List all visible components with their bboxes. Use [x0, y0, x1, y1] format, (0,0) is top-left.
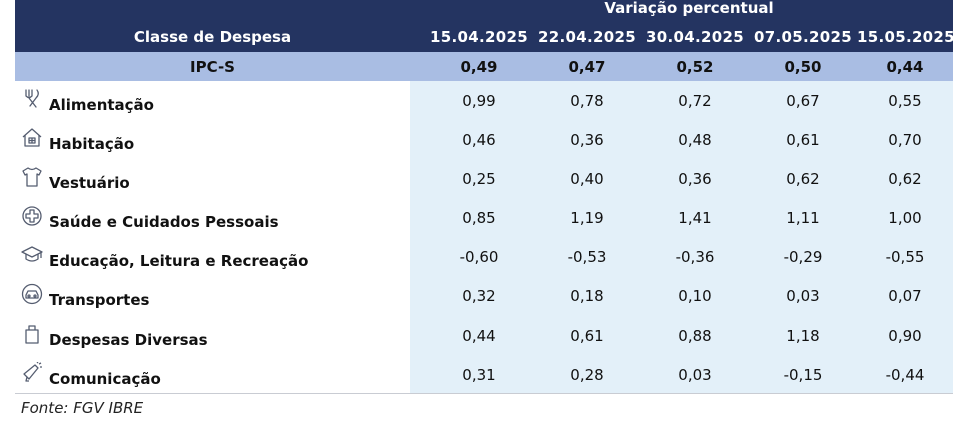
cell-value: 0,72 [678, 92, 712, 110]
table-row: Saúde e Cuidados Pessoais 0,85 1,19 1,41… [15, 198, 953, 237]
cell-value: 0,78 [570, 92, 604, 110]
table-header: Variação percentual Classe de Despesa 15… [15, 0, 955, 52]
cell-value: 0,10 [678, 287, 712, 306]
values-background [410, 81, 953, 394]
cell-value: 0,67 [786, 92, 820, 110]
cell-value: -0,15 [783, 365, 823, 384]
category-label: Alimentação [49, 96, 154, 114]
cell-value: 1,41 [678, 209, 712, 228]
date-header: 22.04.2025 [538, 28, 636, 46]
table-row: Educação, Leitura e Recreação -0,60 -0,5… [15, 237, 953, 276]
cell-value: 1,00 [888, 209, 922, 228]
category-label: Despesas Diversas [49, 330, 208, 349]
cell-value: 0,88 [678, 326, 712, 345]
summary-value: 0,52 [676, 57, 714, 76]
date-header: 07.05.2025 [754, 28, 852, 46]
tshirt-icon [21, 166, 43, 188]
house-icon [21, 127, 43, 149]
cell-value: 0,90 [888, 326, 922, 345]
summary-value: 0,44 [886, 57, 924, 76]
cell-value: 0,61 [570, 326, 604, 345]
category-label: Educação, Leitura e Recreação [49, 252, 309, 271]
cell-value: 0,99 [462, 92, 496, 110]
group-title: Variação percentual [604, 0, 774, 17]
category-label: Comunicação [49, 369, 161, 388]
cell-value: 0,46 [462, 131, 496, 150]
summary-value: 0,49 [460, 57, 498, 76]
cell-value: 0,36 [570, 131, 604, 150]
cell-value: 0,70 [888, 131, 922, 150]
summary-label: IPC-S [190, 57, 235, 76]
car-icon [21, 283, 43, 305]
table-row: Despesas Diversas 0,44 0,61 0,88 1,18 0,… [15, 316, 953, 355]
source-note: Fonte: FGV IBRE [21, 399, 144, 417]
cell-value: 0,36 [678, 170, 712, 189]
cell-value: 0,03 [678, 365, 712, 384]
cell-value: 1,19 [570, 209, 604, 228]
table-row: Vestuário 0,25 0,40 0,36 0,62 0,62 [15, 159, 953, 198]
cell-value: 0,03 [786, 287, 820, 306]
utensils-icon [21, 88, 43, 110]
health-cross-icon [21, 205, 43, 227]
summary-row: IPC-S 0,49 0,47 0,52 0,50 0,44 [15, 52, 953, 81]
cell-value: -0,29 [783, 248, 823, 267]
megaphone-icon [21, 361, 43, 384]
cell-value: 0,48 [678, 131, 712, 150]
cell-value: 1,18 [786, 326, 820, 345]
cell-value: -0,44 [885, 365, 925, 384]
shopping-bag-icon [21, 323, 43, 345]
ipc-s-table: Variação percentual Classe de Despesa 15… [15, 0, 955, 394]
cell-value: 0,85 [462, 209, 496, 228]
table-body: Alimentação 0,99 0,78 0,72 0,67 0,55 [15, 81, 953, 394]
cell-value: -0,60 [459, 248, 499, 267]
summary-value: 0,47 [568, 57, 606, 76]
cell-value: 0,44 [462, 326, 496, 345]
cell-value: -0,36 [675, 248, 715, 267]
cell-value: -0,53 [567, 248, 607, 267]
table-row: Comunicação 0,31 0,28 0,03 -0,15 -0,44 [15, 355, 953, 394]
table-row: Alimentação 0,99 0,78 0,72 0,67 0,55 [15, 81, 953, 120]
category-label: Vestuário [49, 174, 130, 193]
cell-value: 0,31 [462, 365, 496, 384]
table-row: Transportes 0,32 0,18 0,10 0,03 0,07 [15, 276, 953, 315]
date-header: 15.04.2025 [430, 28, 528, 46]
cell-value: 0,25 [462, 170, 496, 189]
class-column-title: Classe de Despesa [133, 28, 292, 46]
category-label: Habitação [49, 135, 135, 154]
date-header: 30.04.2025 [646, 28, 744, 46]
cell-value: 0,28 [570, 365, 604, 384]
cell-value: 1,11 [786, 209, 820, 228]
date-headers: 15.04.2025 22.04.2025 30.04.2025 07.05.2… [425, 28, 955, 46]
cell-value: 0,07 [888, 287, 922, 306]
cell-value: 0,62 [786, 170, 820, 189]
table-bottom-border [15, 393, 953, 394]
graduation-cap-icon [21, 244, 43, 266]
cell-value: 0,61 [786, 131, 820, 150]
cell-value: 0,55 [888, 92, 922, 110]
table-row: Habitação 0,46 0,36 0,48 0,61 0,70 [15, 120, 953, 159]
cell-value: 0,32 [462, 287, 496, 306]
summary-value: 0,50 [784, 57, 822, 76]
cell-value: -0,55 [885, 248, 925, 267]
category-label: Transportes [49, 291, 150, 310]
cell-value: 0,62 [888, 170, 922, 189]
date-header: 15.05.2025 [857, 28, 955, 46]
cell-value: 0,18 [570, 287, 604, 306]
cell-value: 0,40 [570, 170, 604, 189]
category-label: Saúde e Cuidados Pessoais [49, 213, 279, 232]
